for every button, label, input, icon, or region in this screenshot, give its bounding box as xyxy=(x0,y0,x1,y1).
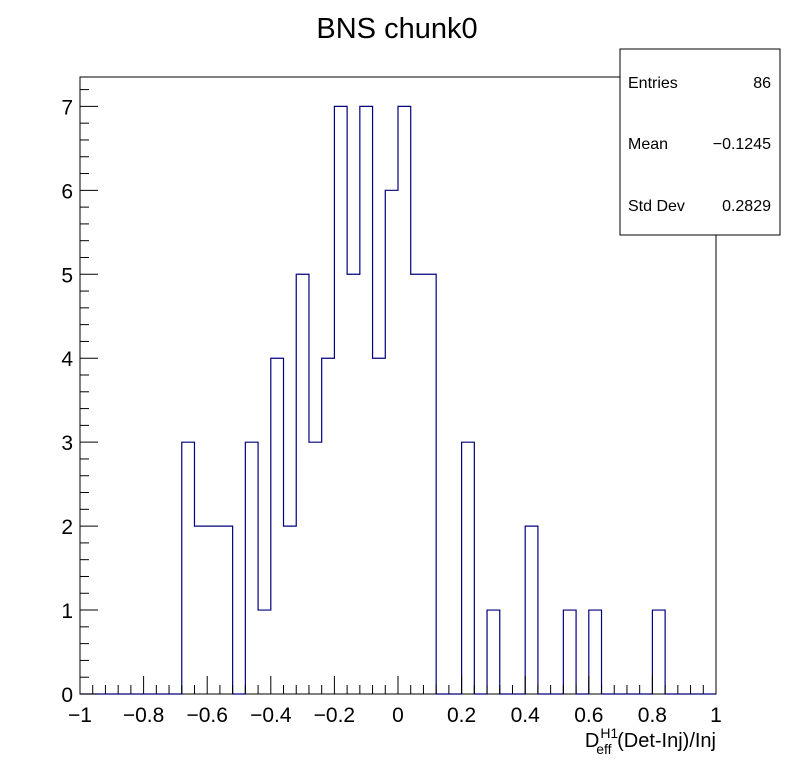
y-tick-label: 0 xyxy=(61,684,73,707)
x-axis: −1 −0.8 −0.6 −0.4 −0.2 0 0.2 0.4 0.6 0.8 1 xyxy=(68,676,722,727)
x-axis-title-rest: (Det-Inj)/Inj xyxy=(612,730,716,752)
y-tick-label: 6 xyxy=(61,180,73,203)
y-tick-label: 7 xyxy=(61,96,73,119)
stats-box: Entries 86 Mean −0.1245 Std Dev 0.2829 xyxy=(619,48,781,236)
stats-stddev-label: Std Dev xyxy=(628,198,685,215)
y-tick-label: 4 xyxy=(61,348,73,371)
y-axis: 0 1 2 3 4 5 6 7 xyxy=(61,89,98,707)
y-tick-label: 2 xyxy=(61,516,73,539)
x-tick-label: −0.4 xyxy=(250,704,292,727)
stats-mean-label: Mean xyxy=(628,136,668,153)
x-tick-label: 1 xyxy=(710,704,722,727)
x-tick-label: −0.6 xyxy=(186,704,227,727)
x-tick-label: 0 xyxy=(392,704,404,727)
x-tick-label: −0.2 xyxy=(314,704,355,727)
plot-area: −1 −0.8 −0.6 −0.4 −0.2 0 0.2 0.4 0.6 0.8 1 0 1 2 3 4 5 6… xyxy=(61,76,722,727)
x-tick-label: −0.8 xyxy=(123,704,164,727)
x-tick-label: 0.2 xyxy=(447,704,476,727)
x-tick-label: 0.6 xyxy=(574,704,603,727)
x-tick-label: 0.4 xyxy=(511,704,541,727)
stats-box-frame xyxy=(619,48,781,236)
stats-entries-label: Entries xyxy=(628,75,678,92)
chart-title: BNS chunk0 xyxy=(316,13,477,45)
x-axis-title-superscript: H1 xyxy=(600,725,618,741)
x-axis-title-subscript: eff xyxy=(596,741,611,757)
y-tick-label: 5 xyxy=(61,264,73,287)
stats-entries-value: 86 xyxy=(753,75,771,92)
histogram-outline xyxy=(80,105,716,695)
y-tick-label: 1 xyxy=(61,600,73,623)
x-axis-title-base: D xyxy=(585,730,599,752)
x-axis-title: DH1 eff (Det-Inj)/Inj xyxy=(585,725,716,757)
stats-stddev-value: 0.2829 xyxy=(722,198,771,215)
stats-mean-value: −0.1245 xyxy=(713,136,771,153)
y-tick-label: 3 xyxy=(61,432,73,455)
x-tick-label: 0.8 xyxy=(638,704,667,727)
x-tick-label: −1 xyxy=(68,704,92,727)
